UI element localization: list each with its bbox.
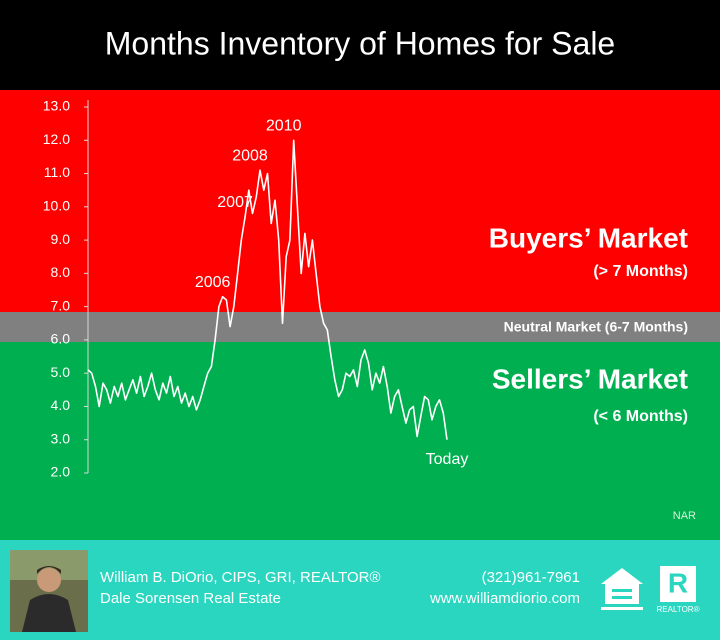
y-tick-label: 4.0 <box>51 397 71 413</box>
y-tick-label: 5.0 <box>51 364 71 380</box>
neutral-zone <box>0 312 720 342</box>
annotation: 2007 <box>217 194 253 211</box>
footer <box>0 540 720 640</box>
annotation: 2008 <box>232 147 268 164</box>
equal-housing-logo <box>601 568 643 610</box>
data-line <box>87 139 448 440</box>
sellers-zone <box>0 342 720 540</box>
source: NAR <box>673 510 696 522</box>
zone-note: (< 6 Months) <box>593 408 688 425</box>
y-tick-label: 8.0 <box>51 264 71 280</box>
y-tick-label: 13.0 <box>43 98 70 114</box>
annotation: 2010 <box>266 117 302 134</box>
phone: (321)961-7961 <box>482 569 580 586</box>
svg-text:R: R <box>668 567 688 598</box>
website: www.williamdiorio.com <box>429 590 580 607</box>
y-tick-label: 12.0 <box>43 131 70 147</box>
chart-title: Months Inventory of Homes for Sale <box>105 25 615 61</box>
zone-label: Buyers’ Market <box>489 222 688 253</box>
y-tick-label: 2.0 <box>51 464 71 480</box>
y-tick-label: 11.0 <box>44 164 70 180</box>
photo <box>10 550 88 632</box>
y-tick-label: 9.0 <box>51 231 71 247</box>
y-tick-label: 6.0 <box>51 331 71 347</box>
buyers-zone <box>0 90 720 312</box>
zone-note: (> 7 Months) <box>593 263 688 280</box>
plot: 2.0 3.0 4.0 5.0 6.0 7.0 8.0 9.0 10.0 11.0 12.0 13.0… <box>43 98 469 480</box>
logo-text: REALTOR® <box>657 605 700 614</box>
y-tick-label: 7.0 <box>51 297 71 313</box>
agent-name: William B. DiOrio, CIPS, GRI, REALTOR® <box>100 569 381 586</box>
annotation: 2006 <box>195 274 231 291</box>
annotation: Today <box>426 451 469 468</box>
realtor-logo: R REALTOR® <box>657 566 700 614</box>
y-tick-label: 3.0 <box>51 430 71 446</box>
title-bar <box>0 0 720 90</box>
company: Dale Sorensen Real Estate <box>100 590 281 607</box>
zone-label: Neutral Market (6-7 Months) <box>504 319 688 335</box>
zone-label: Sellers’ Market <box>492 363 688 394</box>
y-tick-label: 10.0 <box>43 198 70 214</box>
